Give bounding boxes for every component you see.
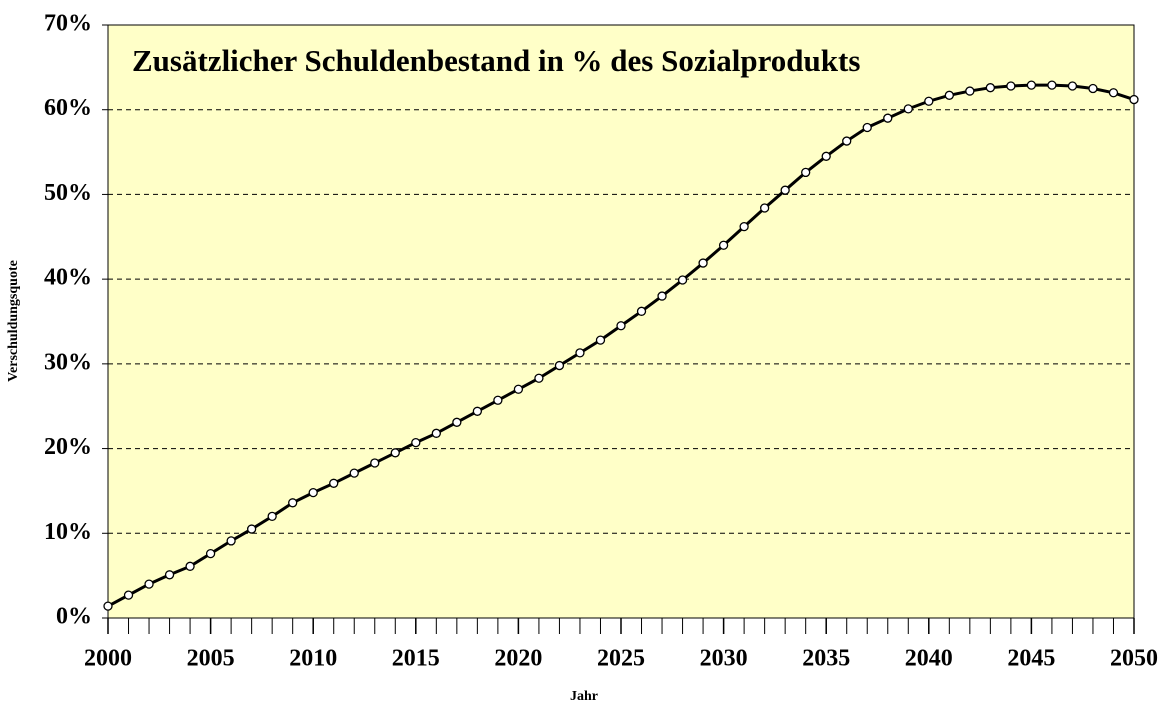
marker — [842, 136, 852, 146]
y-tick-label: 50% — [44, 180, 92, 206]
marker — [554, 360, 565, 371]
marker — [349, 468, 359, 478]
x-tick-label: 2040 — [905, 646, 953, 672]
marker — [924, 96, 934, 106]
marker — [205, 548, 216, 559]
marker — [288, 498, 298, 508]
marker — [452, 417, 462, 427]
marker — [246, 524, 257, 534]
marker — [390, 448, 400, 458]
marker — [329, 478, 339, 488]
marker — [883, 113, 893, 123]
x-tick-label: 2035 — [802, 646, 850, 672]
marker — [739, 221, 749, 232]
marker — [821, 151, 831, 161]
x-axis-label: Jahr — [570, 689, 598, 704]
marker — [1088, 83, 1098, 94]
marker — [636, 306, 647, 316]
marker — [513, 384, 524, 394]
marker — [801, 167, 811, 178]
marker — [759, 203, 770, 213]
marker — [1026, 80, 1037, 90]
y-tick-label: 0% — [56, 604, 92, 630]
marker — [431, 428, 441, 438]
marker — [1129, 94, 1139, 105]
x-tick-label: 2025 — [597, 646, 645, 672]
marker — [780, 185, 790, 195]
y-tick-label: 40% — [44, 265, 92, 291]
x-tick-label: 2005 — [187, 646, 235, 672]
marker — [1006, 81, 1016, 91]
y-axis-label: Verschuldungsquote — [6, 260, 21, 382]
marker — [534, 373, 544, 383]
marker — [226, 536, 236, 546]
marker — [616, 321, 626, 331]
marker — [1108, 88, 1119, 98]
marker — [862, 122, 872, 133]
marker — [164, 570, 175, 580]
x-tick-label: 2050 — [1110, 646, 1158, 672]
marker — [1047, 80, 1057, 90]
marker — [123, 590, 134, 600]
x-tick-label: 2030 — [700, 646, 748, 672]
y-tick-label: 20% — [44, 434, 92, 460]
y-tick-label: 30% — [44, 349, 92, 375]
marker — [657, 291, 667, 301]
marker — [144, 579, 154, 589]
marker — [985, 83, 996, 93]
marker — [370, 458, 380, 468]
marker — [103, 601, 113, 611]
marker — [677, 275, 688, 285]
marker — [575, 348, 585, 358]
chart-title: Zusätzlicher Schuldenbestand in % des So… — [132, 43, 860, 78]
marker — [267, 511, 277, 521]
y-tick-label: 70% — [44, 11, 92, 37]
marker — [472, 406, 483, 416]
marker — [308, 487, 318, 498]
marker — [698, 258, 708, 268]
marker — [944, 90, 954, 100]
marker — [493, 395, 503, 405]
y-tick-label: 10% — [44, 519, 92, 545]
marker — [903, 104, 913, 114]
x-tick-label: 2020 — [494, 646, 542, 672]
plot-border — [107, 24, 1135, 619]
y-tick-label: 60% — [44, 95, 92, 121]
marker — [718, 240, 729, 250]
marker — [595, 335, 606, 345]
marker — [965, 86, 975, 96]
x-tick-label: 2045 — [1007, 646, 1055, 672]
marker — [1067, 81, 1078, 91]
x-tick-label: 2000 — [84, 646, 132, 672]
marker — [185, 561, 195, 571]
marker — [411, 437, 421, 448]
x-tick-label: 2015 — [392, 646, 440, 672]
x-tick-label: 2010 — [289, 646, 337, 672]
